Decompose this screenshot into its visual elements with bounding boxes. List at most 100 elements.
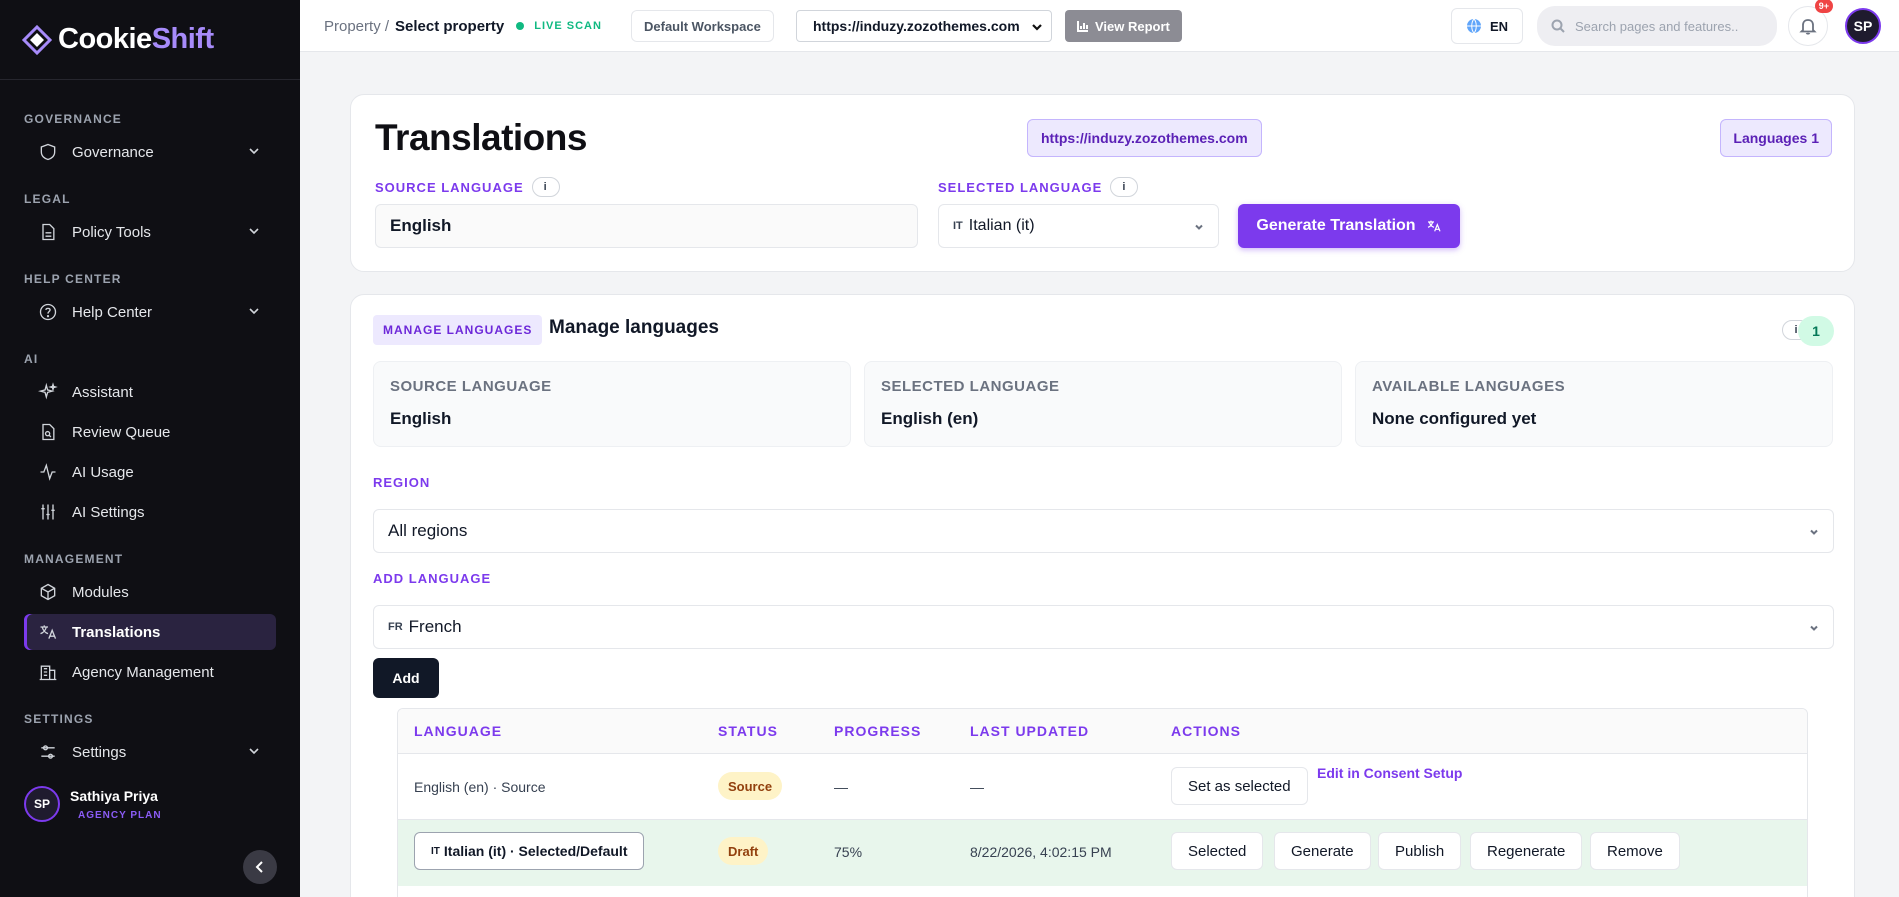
publish-button[interactable]: Publish [1378,832,1462,870]
view-report-wrap: View Report [1065,0,1182,52]
set-as-selected-button[interactable]: Set as selected [1171,767,1308,805]
remove-button[interactable]: Remove [1590,832,1680,870]
nav-group-help: HELP CENTER Help Center [24,272,276,330]
sidebar-item-label: Translations [72,623,161,641]
stat-value: English [390,409,452,428]
language-code: EN [1489,18,1509,34]
sidebar-item-label: Help Center [72,303,153,321]
property-url-pill[interactable]: https://induzy.zozothemes.com [1027,119,1262,157]
workspace-chip[interactable]: Default Workspace [631,10,774,42]
sidebar-item-governance[interactable]: Governance [24,134,276,170]
sidebar-item-ai-settings[interactable]: AI Settings [24,494,276,530]
sidebar-item-modules[interactable]: Modules [24,574,276,610]
notifications-button[interactable]: 9+ [1788,0,1833,46]
selected-button[interactable]: Selected [1171,832,1264,870]
bell-wrap: 9+ [1788,0,1833,52]
sidebar-item-help-center[interactable]: Help Center [24,294,276,330]
cell-language-text: Italian (it) · Selected/Default [443,843,628,859]
chevron-down-icon [1195,224,1203,230]
brand-name-part2: Shift [151,23,214,55]
generate-button[interactable]: Generate [1274,832,1371,870]
sidebar-item-agency-management[interactable]: Agency Management [24,654,276,690]
user-avatar-button[interactable]: SP [1845,8,1881,44]
chevron-down-icon [1810,529,1818,535]
nav-section-governance: GOVERNANCE [24,112,123,126]
language-switcher[interactable]: EN [1451,8,1523,44]
avatar-wrap: SP [1845,0,1881,52]
building-icon [39,665,57,681]
cell-language: IT Italian (it) · Selected/Default [414,832,645,870]
search-wrap: Search pages and features.. [1537,0,1777,52]
user-profile[interactable]: SP Sathiya Priya AGENCY PLAN [24,786,162,822]
search-input[interactable]: Search pages and features.. [1537,6,1777,46]
sidebar-item-translations[interactable]: Translations [24,614,276,650]
brand-name-part1: Cookie [58,23,152,55]
cell-last-updated: 8/22/2026, 4:02:15 PM [970,844,1112,860]
sidebar-item-label: Agency Management [72,663,214,681]
cell-language: English (en) · Source [414,779,546,795]
add-language-select[interactable]: FR French [373,605,1834,649]
user-plan: AGENCY PLAN [78,809,162,821]
collapse-sidebar-button[interactable] [243,850,277,884]
property-url-select[interactable]: https://induzy.zozothemes.com [796,10,1052,42]
nav-group-ai: AI Assistant Review Queue AI Usage AI Se… [24,352,276,530]
add-language-value: French [408,617,462,636]
language-code-badge: IT [431,845,440,857]
breadcrumb-current[interactable]: Select property [395,17,505,35]
language-code-badge: FR [388,621,403,633]
sidebar-item-review-queue[interactable]: Review Queue [24,414,276,450]
manage-languages-tag: MANAGE LANGUAGES [373,315,543,345]
column-header-actions: ACTIONS [1171,723,1241,739]
edit-in-consent-setup-link[interactable]: Edit in Consent Setup [1317,765,1463,781]
nav-group-governance: GOVERNANCE Governance [24,112,276,170]
add-language-button[interactable]: Add [373,658,439,698]
table-row: IT Italian (it) · Selected/Default Draft… [398,820,1807,886]
view-report-button[interactable]: View Report [1065,10,1182,42]
nav-group-settings: SETTINGS Settings [24,712,276,770]
selected-language-value: Italian (it) [968,217,1035,234]
selected-language-select[interactable]: IT Italian (it) [938,204,1219,248]
globe-icon [1466,18,1481,34]
cell-progress: — [834,779,848,795]
language-code-badge: IT [953,220,963,232]
info-icon[interactable]: i [531,177,560,197]
sidebar-item-settings[interactable]: Settings [24,734,276,770]
live-scan-label: LIVE SCAN [534,20,602,32]
chevron-down-icon [249,748,259,755]
sidebar-item-label: Assistant [72,383,133,401]
selected-language-label-text: SELECTED LANGUAGE [938,179,1103,195]
page-title: Translations [375,117,587,158]
table-header: LANGUAGE STATUS PROGRESS LAST UPDATED AC… [398,709,1807,754]
box-icon [40,583,56,601]
column-header-progress: PROGRESS [834,723,922,739]
status-badge: Draft [718,837,769,865]
region-label: REGION [373,475,431,490]
languages-table: LANGUAGE STATUS PROGRESS LAST UPDATED AC… [397,708,1808,897]
info-icon[interactable]: i [1110,177,1139,197]
live-status-dot [516,22,525,30]
sidebar-item-policy-tools[interactable]: Policy Tools [24,214,276,250]
nav-group-management: MANAGEMENT Modules Translations Agency M… [24,552,276,690]
bar-chart-icon [1077,21,1088,32]
stat-selected-language: SELECTED LANGUAGE English (en) [864,361,1342,447]
stat-label: AVAILABLE LANGUAGES [1372,378,1566,395]
sidebar-item-label: Settings [72,743,127,761]
column-header-last-updated: LAST UPDATED [970,723,1090,739]
stat-value: English (en) [881,409,979,428]
sidebar-item-label: Governance [72,143,154,161]
source-language-value: English [390,216,452,235]
region-select[interactable]: All regions [373,509,1834,553]
source-language-field[interactable]: English [375,204,918,248]
sliders-icon [41,504,55,520]
sidebar-item-label: Modules [72,583,129,601]
avatar: SP [24,786,60,822]
brand[interactable]: CookieShift [0,0,300,80]
user-name: Sathiya Priya [70,787,158,804]
breadcrumb-root[interactable]: Property / [324,17,390,35]
stat-label: SELECTED LANGUAGE [881,378,1060,395]
stat-label: SOURCE LANGUAGE [390,378,552,395]
regenerate-button[interactable]: Regenerate [1470,832,1583,870]
generate-translation-button[interactable]: Generate Translation [1238,204,1460,248]
sidebar-item-ai-usage[interactable]: AI Usage [24,454,276,490]
sidebar-item-assistant[interactable]: Assistant [24,374,276,410]
